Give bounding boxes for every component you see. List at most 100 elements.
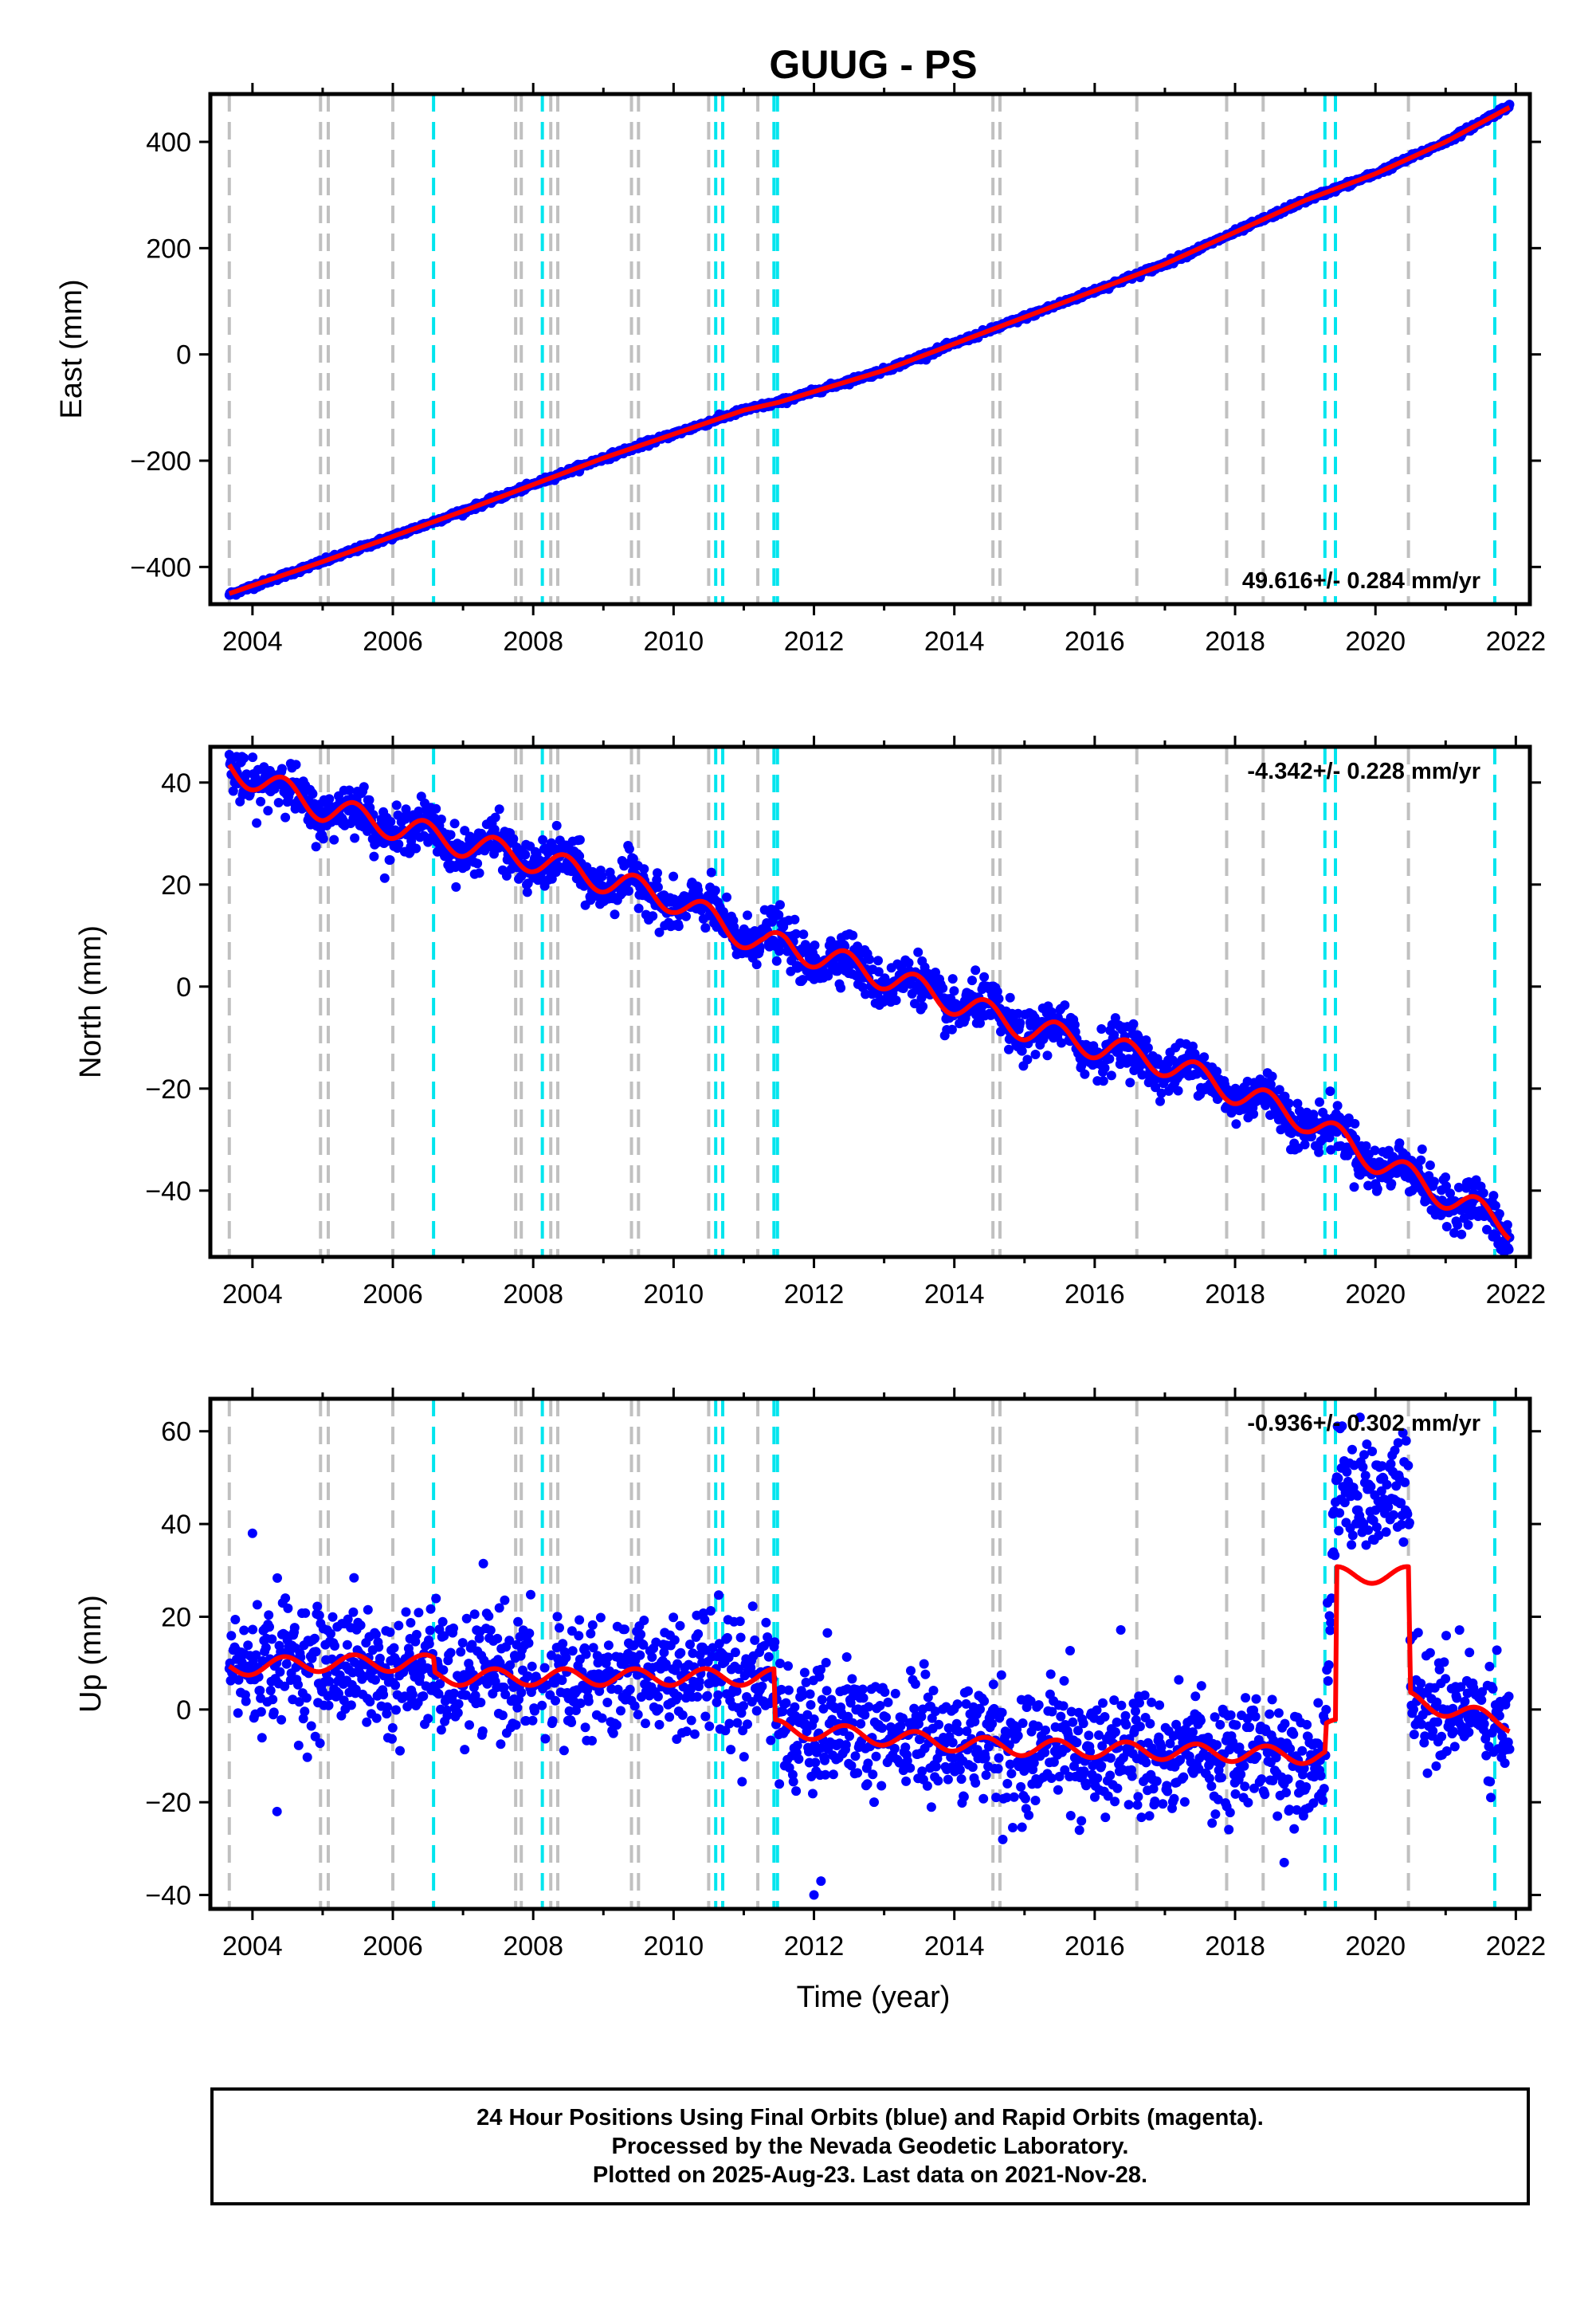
data-point: [766, 1735, 776, 1746]
data-point: [597, 1713, 607, 1723]
data-point: [329, 834, 339, 845]
data-point: [810, 1757, 821, 1768]
data-point: [230, 1615, 241, 1624]
data-point: [828, 1769, 838, 1780]
data-point: [306, 1721, 316, 1731]
data-point: [300, 1706, 310, 1717]
data-point: [265, 1686, 276, 1695]
data-point: [457, 1638, 468, 1648]
data-point: [516, 1687, 527, 1698]
data-point: [460, 1745, 470, 1755]
data-point: [620, 1624, 629, 1635]
data-point: [853, 1768, 863, 1778]
data-point: [675, 1620, 685, 1631]
data-point: [301, 1693, 312, 1703]
data-point: [540, 1734, 551, 1744]
data-point: [522, 887, 532, 897]
data-point: [362, 1717, 372, 1727]
data-point: [710, 886, 720, 896]
event-lines: [227, 94, 1496, 604]
data-point: [761, 1617, 771, 1628]
data-point: [477, 1726, 488, 1736]
data-point: [537, 1700, 547, 1710]
data-point: [790, 914, 800, 925]
data-point: [1416, 1155, 1426, 1165]
data-point: [342, 1640, 352, 1650]
data-point: [261, 1643, 271, 1653]
data-point: [1128, 1019, 1139, 1029]
data-point: [349, 1573, 359, 1583]
data-point: [309, 1633, 320, 1643]
data-point: [315, 1738, 325, 1749]
x-tick-label: 2010: [644, 1279, 704, 1310]
data-point: [820, 1755, 830, 1765]
data-point: [418, 1691, 429, 1701]
plot-frame: [208, 744, 1532, 1259]
x-tick-label: 2004: [222, 1279, 283, 1310]
data-point: [226, 1631, 237, 1641]
data-point: [326, 1628, 335, 1639]
data-point: [1125, 1078, 1135, 1088]
data-point: [1042, 1050, 1053, 1061]
data-point: [276, 1714, 287, 1725]
data-point: [346, 1700, 356, 1710]
x-tick-label: 2012: [784, 1279, 845, 1310]
data-point: [799, 1667, 810, 1678]
data-point: [574, 834, 585, 845]
data-point: [378, 1690, 389, 1700]
x-tick-label: 2014: [924, 626, 985, 657]
data-point: [394, 839, 404, 850]
data-point: [575, 1698, 586, 1708]
data-point: [918, 1001, 928, 1011]
data-point: [1394, 1138, 1405, 1149]
data-point: [363, 1604, 373, 1615]
data-point: [722, 1632, 732, 1643]
data-point: [771, 956, 782, 966]
data-point: [293, 1740, 304, 1750]
data-point: [407, 1689, 418, 1699]
data-point: [453, 1708, 463, 1718]
data-point: [263, 806, 273, 816]
data-point: [574, 1615, 585, 1625]
data-point: [1231, 1119, 1241, 1129]
data-point: [1015, 1018, 1025, 1028]
data-point: [311, 1647, 321, 1657]
y-axis-label: East (mm): [55, 279, 88, 418]
data-point: [527, 1715, 538, 1726]
data-point: [641, 1718, 650, 1729]
data-point: [681, 911, 691, 921]
data-point: [735, 1632, 746, 1643]
data-point: [770, 1637, 780, 1647]
data-point: [379, 873, 390, 883]
data-point: [500, 1595, 510, 1605]
data-point: [442, 1710, 453, 1721]
data-point: [496, 1739, 506, 1749]
data-point: [401, 1607, 411, 1617]
data-point: [653, 1691, 663, 1702]
data-point: [653, 868, 662, 878]
data-point: [1080, 1069, 1090, 1079]
data-point: [763, 1651, 774, 1662]
data-point: [476, 1698, 486, 1707]
x-tick-label: 2016: [1065, 1279, 1125, 1310]
data-point: [841, 1652, 852, 1662]
data-point: [665, 1712, 675, 1722]
data-point: [774, 1779, 785, 1789]
data-point: [669, 871, 679, 882]
data-point: [478, 1558, 488, 1569]
data-point: [747, 1601, 758, 1612]
data-point: [308, 789, 318, 799]
data-point: [485, 1625, 496, 1636]
data-point: [798, 929, 809, 940]
data-point: [608, 1728, 618, 1738]
data-point: [311, 842, 321, 852]
data-point: [524, 1628, 535, 1639]
data-point: [850, 1751, 861, 1761]
data-point: [739, 1701, 748, 1711]
x-tick-label: 2010: [644, 626, 704, 657]
data-point: [527, 1661, 537, 1671]
data-point: [808, 1789, 818, 1799]
